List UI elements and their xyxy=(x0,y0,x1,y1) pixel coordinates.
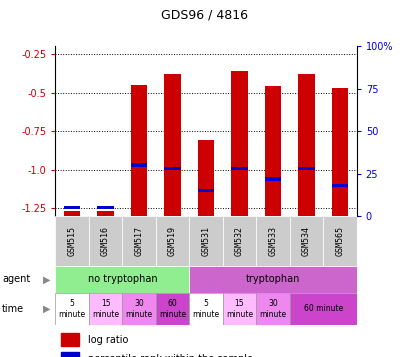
Text: tryptophan: tryptophan xyxy=(245,274,299,285)
Bar xyxy=(89,293,122,325)
Bar xyxy=(164,167,180,170)
Bar xyxy=(197,140,214,216)
Text: ▶: ▶ xyxy=(43,304,50,314)
Bar xyxy=(61,333,79,346)
Text: ▶: ▶ xyxy=(43,274,50,285)
Bar xyxy=(189,216,222,266)
Text: GSM565: GSM565 xyxy=(335,226,344,256)
Bar xyxy=(55,266,189,293)
Text: 60
minute: 60 minute xyxy=(159,299,186,318)
Bar xyxy=(289,216,322,266)
Text: no tryptophan: no tryptophan xyxy=(87,274,157,285)
Text: 30
minute: 30 minute xyxy=(259,299,286,318)
Text: 5
minute: 5 minute xyxy=(192,299,219,318)
Text: log ratio: log ratio xyxy=(88,335,128,345)
Text: GDS96 / 4816: GDS96 / 4816 xyxy=(161,9,248,22)
Bar xyxy=(331,88,348,216)
Text: GSM531: GSM531 xyxy=(201,226,210,256)
Text: GSM517: GSM517 xyxy=(134,226,143,256)
Text: agent: agent xyxy=(2,274,30,285)
Bar xyxy=(264,177,281,181)
Text: 15
minute: 15 minute xyxy=(225,299,252,318)
Text: time: time xyxy=(2,304,24,314)
Bar xyxy=(222,216,256,266)
Bar xyxy=(189,293,222,325)
Bar xyxy=(63,211,80,216)
Bar xyxy=(289,293,356,325)
Bar xyxy=(264,86,281,216)
Text: GSM534: GSM534 xyxy=(301,226,310,256)
Text: GSM533: GSM533 xyxy=(268,226,277,256)
Bar xyxy=(297,74,314,216)
Bar xyxy=(130,163,147,167)
Bar xyxy=(322,216,356,266)
Bar xyxy=(155,293,189,325)
Bar xyxy=(122,216,155,266)
Bar xyxy=(222,293,256,325)
Bar xyxy=(155,216,189,266)
Bar xyxy=(189,266,356,293)
Text: 15
minute: 15 minute xyxy=(92,299,119,318)
Bar xyxy=(97,211,114,216)
Bar xyxy=(63,206,80,210)
Text: GSM532: GSM532 xyxy=(234,226,243,256)
Text: GSM516: GSM516 xyxy=(101,226,110,256)
Bar xyxy=(197,188,214,192)
Text: GSM519: GSM519 xyxy=(168,226,177,256)
Bar xyxy=(55,293,89,325)
Bar xyxy=(231,71,247,216)
Text: 30
minute: 30 minute xyxy=(125,299,152,318)
Bar xyxy=(331,183,348,187)
Bar xyxy=(55,216,89,266)
Bar xyxy=(256,293,289,325)
Bar xyxy=(122,293,155,325)
Bar xyxy=(297,167,314,170)
Bar xyxy=(231,167,247,170)
Bar xyxy=(130,85,147,216)
Text: GSM515: GSM515 xyxy=(67,226,76,256)
Text: percentile rank within the sample: percentile rank within the sample xyxy=(88,354,253,357)
Text: 60 minute: 60 minute xyxy=(303,304,342,313)
Bar xyxy=(256,216,289,266)
Bar xyxy=(164,74,180,216)
Text: 5
minute: 5 minute xyxy=(58,299,85,318)
Bar xyxy=(89,216,122,266)
Bar xyxy=(97,206,114,210)
Bar xyxy=(61,352,79,357)
